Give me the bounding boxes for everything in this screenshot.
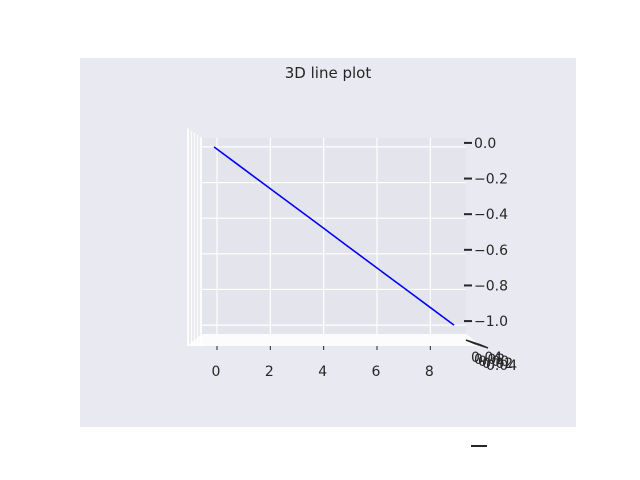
x-tick-label: 4	[318, 364, 327, 380]
z-tick-label: −0.8	[474, 278, 508, 294]
z-tick-label: −0.4	[474, 207, 508, 223]
y-tick-mark	[477, 343, 489, 349]
floor-pane	[187, 334, 482, 346]
series-line-group	[213, 146, 455, 326]
y-tick-label: 0.02	[482, 356, 513, 372]
y-axis-ticks: 0.040.020.000.020.04	[465, 339, 517, 374]
y-tick-label: 0.04	[471, 350, 502, 366]
y-tick-label: 0.02	[474, 352, 505, 368]
grid-lines	[202, 138, 466, 334]
series-line	[213, 146, 455, 326]
z-tick-label: −0.2	[474, 172, 508, 188]
left-pane	[187, 128, 202, 346]
x-tick-label: 2	[265, 364, 274, 380]
x-tick-label: 6	[372, 364, 381, 380]
chart-title: 3D line plot	[284, 64, 372, 82]
z-axis-ticks: 0.0 −0.2 −0.4 −0.6 −0.8 −1.0	[464, 136, 508, 330]
left-pane-lines	[189, 130, 200, 346]
x-axis-ticks: 0 2 4 6 8	[212, 346, 434, 380]
z-tick-label: −0.6	[474, 243, 508, 259]
x-tick-label: 0	[212, 364, 221, 380]
y-tick-label: 0.00	[478, 354, 509, 370]
y-tick-label: 0.04	[486, 358, 517, 374]
x-tick-label: 8	[425, 364, 434, 380]
z-tick-label: −1.0	[474, 314, 508, 330]
z-tick-label: 0.0	[474, 136, 496, 152]
